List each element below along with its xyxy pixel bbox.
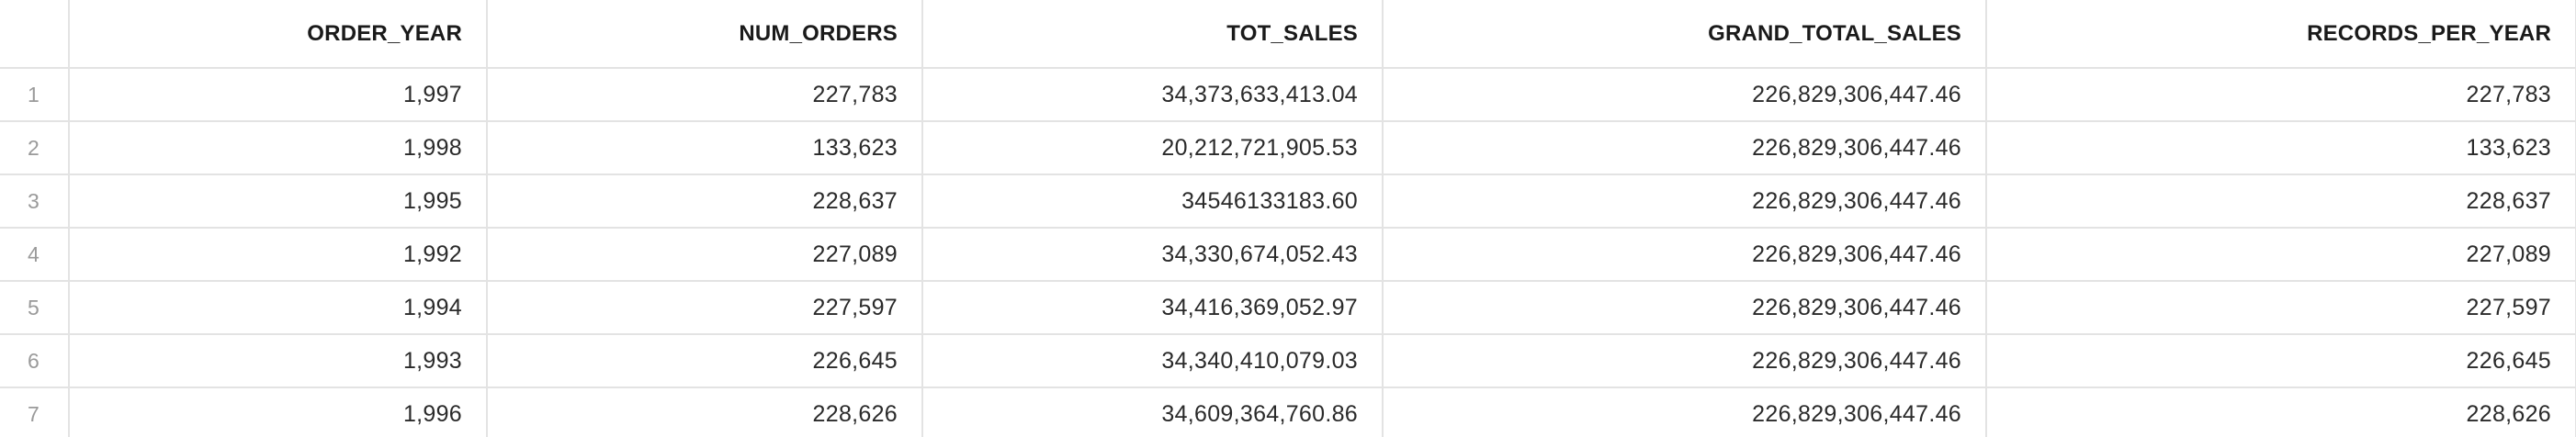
row-number: 2 <box>0 120 70 175</box>
column-header-grand-total-sales[interactable]: GRAND_TOTAL_SALES <box>1382 0 1987 69</box>
cell-records-per-year[interactable]: 133,623 <box>1985 120 2576 175</box>
column-header-records-per-year[interactable]: RECORDS_PER_YEAR <box>1985 0 2576 69</box>
column-header-num-orders[interactable]: NUM_ORDERS <box>486 0 923 69</box>
cell-tot-sales[interactable]: 34546133183.60 <box>921 174 1384 229</box>
cell-records-per-year[interactable]: 226,645 <box>1985 333 2576 388</box>
cell-order-year[interactable]: 1,997 <box>68 67 488 122</box>
cell-records-per-year[interactable]: 228,626 <box>1985 387 2576 437</box>
cell-tot-sales[interactable]: 34,416,369,052.97 <box>921 280 1384 335</box>
cell-num-orders[interactable]: 228,637 <box>486 174 923 229</box>
cell-tot-sales[interactable]: 34,330,674,052.43 <box>921 227 1384 282</box>
cell-tot-sales[interactable]: 34,609,364,760.86 <box>921 387 1384 437</box>
column-header-tot-sales[interactable]: TOT_SALES <box>921 0 1384 69</box>
cell-records-per-year[interactable]: 227,597 <box>1985 280 2576 335</box>
row-number: 4 <box>0 227 70 282</box>
cell-num-orders[interactable]: 228,626 <box>486 387 923 437</box>
row-number: 1 <box>0 67 70 122</box>
cell-tot-sales[interactable]: 20,212,721,905.53 <box>921 120 1384 175</box>
row-number: 3 <box>0 174 70 229</box>
row-number: 5 <box>0 280 70 335</box>
cell-num-orders[interactable]: 226,645 <box>486 333 923 388</box>
cell-order-year[interactable]: 1,992 <box>68 227 488 282</box>
row-number-header <box>0 0 70 69</box>
cell-tot-sales[interactable]: 34,340,410,079.03 <box>921 333 1384 388</box>
cell-grand-total-sales[interactable]: 226,829,306,447.46 <box>1382 280 1987 335</box>
table-row[interactable]: 2 1,998 133,623 20,212,721,905.53 226,82… <box>0 120 2576 175</box>
cell-grand-total-sales[interactable]: 226,829,306,447.46 <box>1382 67 1987 122</box>
table-row[interactable]: 4 1,992 227,089 34,330,674,052.43 226,82… <box>0 227 2576 282</box>
cell-order-year[interactable]: 1,996 <box>68 387 488 437</box>
column-header-order-year[interactable]: ORDER_YEAR <box>68 0 488 69</box>
cell-tot-sales[interactable]: 34,373,633,413.04 <box>921 67 1384 122</box>
cell-grand-total-sales[interactable]: 226,829,306,447.46 <box>1382 120 1987 175</box>
table-row[interactable]: 1 1,997 227,783 34,373,633,413.04 226,82… <box>0 67 2576 122</box>
table-row[interactable]: 7 1,996 228,626 34,609,364,760.86 226,82… <box>0 387 2576 437</box>
cell-records-per-year[interactable]: 227,783 <box>1985 67 2576 122</box>
header-row: ORDER_YEAR NUM_ORDERS TOT_SALES GRAND_TO… <box>0 0 2576 69</box>
cell-num-orders[interactable]: 227,597 <box>486 280 923 335</box>
cell-order-year[interactable]: 1,995 <box>68 174 488 229</box>
row-number: 7 <box>0 387 70 437</box>
cell-grand-total-sales[interactable]: 226,829,306,447.46 <box>1382 387 1987 437</box>
table-row[interactable]: 3 1,995 228,637 34546133183.60 226,829,3… <box>0 174 2576 229</box>
cell-grand-total-sales[interactable]: 226,829,306,447.46 <box>1382 174 1987 229</box>
cell-records-per-year[interactable]: 227,089 <box>1985 227 2576 282</box>
cell-records-per-year[interactable]: 228,637 <box>1985 174 2576 229</box>
cell-grand-total-sales[interactable]: 226,829,306,447.46 <box>1382 227 1987 282</box>
cell-order-year[interactable]: 1,994 <box>68 280 488 335</box>
cell-order-year[interactable]: 1,993 <box>68 333 488 388</box>
cell-order-year[interactable]: 1,998 <box>68 120 488 175</box>
cell-grand-total-sales[interactable]: 226,829,306,447.46 <box>1382 333 1987 388</box>
table-row[interactable]: 5 1,994 227,597 34,416,369,052.97 226,82… <box>0 280 2576 335</box>
cell-num-orders[interactable]: 227,089 <box>486 227 923 282</box>
cell-num-orders[interactable]: 133,623 <box>486 120 923 175</box>
row-number: 6 <box>0 333 70 388</box>
table-row[interactable]: 6 1,993 226,645 34,340,410,079.03 226,82… <box>0 333 2576 388</box>
cell-num-orders[interactable]: 227,783 <box>486 67 923 122</box>
